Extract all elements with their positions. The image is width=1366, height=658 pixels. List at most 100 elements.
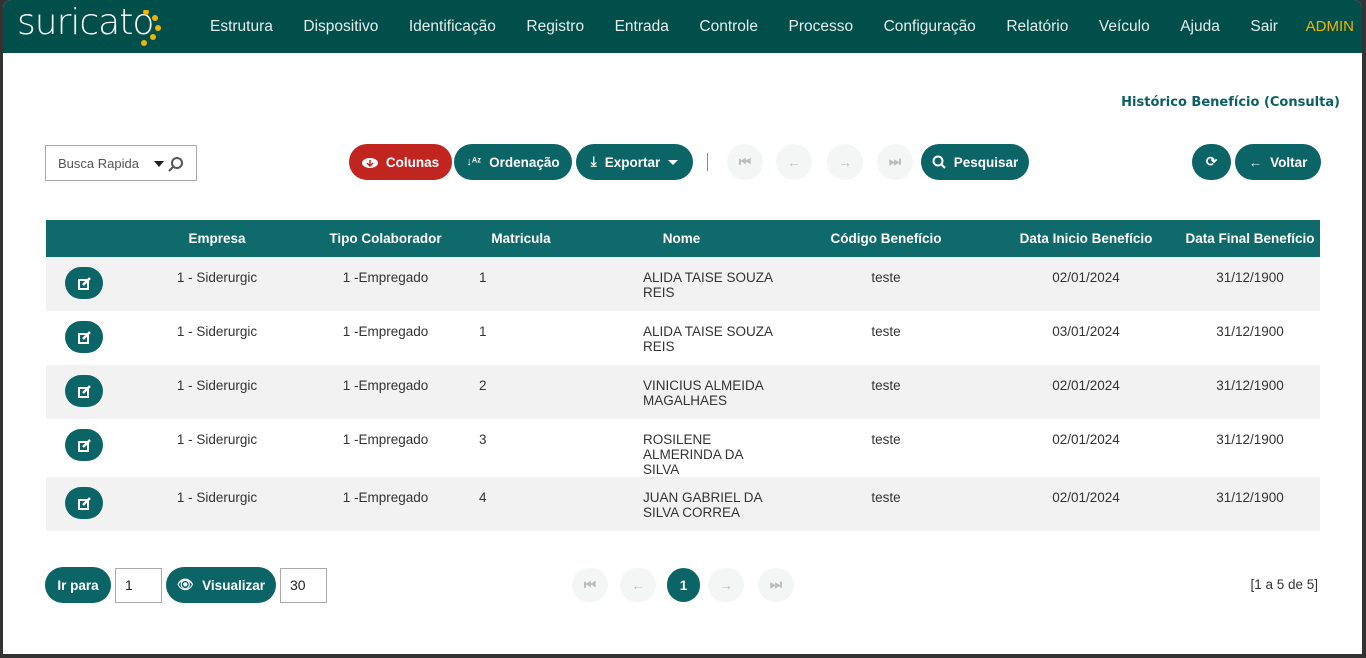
table-cell: 02/01/2024	[1052, 432, 1120, 447]
table-cell: teste	[780, 365, 992, 419]
arrow-left-icon: ←	[1248, 154, 1263, 170]
menu-item[interactable]: Dispositivo	[303, 17, 379, 35]
record-range: [1 a 5 de 5]	[1250, 577, 1318, 592]
menu-item[interactable]: Entrada	[614, 17, 669, 35]
column-header[interactable]: Matricula	[459, 220, 583, 257]
table-row: 1 - Siderurgic 1 -Empregado 2 VINICIUS ALME…	[46, 365, 1320, 419]
arrow-left-icon: ←	[631, 577, 645, 593]
table-cell: 02/01/2024	[992, 477, 1180, 531]
export-button[interactable]: ⤓ Exportar	[576, 144, 693, 180]
edit-button[interactable]	[65, 321, 103, 353]
go-to-page-button[interactable]: Ir para	[45, 567, 111, 603]
edit-button[interactable]	[65, 375, 103, 407]
edit-button[interactable]	[65, 487, 103, 519]
edit-button[interactable]	[65, 267, 103, 299]
table-cell: 4	[459, 477, 583, 531]
quick-search-input[interactable]: Busca Rapida	[45, 145, 197, 181]
page-size-input[interactable]: 30	[280, 568, 327, 603]
back-button[interactable]: ← Voltar	[1235, 144, 1321, 180]
table-cell: ROSILENE ALMERINDA DA SILVA	[643, 432, 743, 477]
table-cell: 31/12/1900	[1216, 432, 1284, 447]
next-page-button[interactable]: →	[708, 568, 744, 602]
column-header[interactable]: Código Benefício	[780, 220, 992, 257]
edit-button[interactable]	[65, 429, 103, 461]
edit-icon	[77, 330, 91, 344]
table-cell: teste	[780, 477, 992, 531]
menu-item[interactable]: Registro	[526, 17, 585, 35]
table-cell: 1 -Empregado	[312, 477, 459, 531]
page-1-button[interactable]: 1	[667, 568, 700, 602]
last-page-icon: ⏭	[888, 154, 902, 169]
column-header[interactable]: Data Inicio Benefício	[992, 220, 1180, 257]
table-cell: 1 - Siderurgic	[176, 324, 258, 339]
last-page-button[interactable]: ⏭	[758, 568, 794, 602]
edit-icon	[77, 384, 91, 398]
edit-icon	[77, 438, 91, 452]
table-cell: 1 - Siderurgic	[176, 432, 258, 447]
arrow-left-icon: ←	[787, 154, 801, 170]
menu-item[interactable]: Estrutura	[210, 17, 273, 35]
last-page-button[interactable]: ⏭	[877, 144, 913, 180]
first-page-button[interactable]: ⏮	[572, 568, 608, 602]
menu-item[interactable]: Relatório	[1006, 17, 1069, 35]
menu-item[interactable]: Ajuda	[1180, 17, 1220, 35]
table-cell: 02/01/2024	[992, 365, 1180, 419]
table-cell: 1 - Siderurgic	[122, 257, 312, 311]
refresh-button[interactable]: ⟳	[1192, 144, 1231, 180]
column-header[interactable]: Nome	[583, 220, 780, 257]
first-page-button[interactable]: ⏮	[727, 144, 763, 180]
table-cell: 1 -Empregado	[312, 257, 459, 311]
search-button[interactable]: Pesquisar	[921, 144, 1029, 180]
menu-item[interactable]: Veículo	[1098, 17, 1150, 35]
table-cell: teste	[780, 257, 992, 311]
table-cell: VINICIUS ALMEIDA MAGALHAES	[583, 365, 780, 419]
arrow-right-icon: →	[719, 577, 733, 593]
columns-button[interactable]: Colunas	[349, 144, 452, 180]
column-header[interactable]	[46, 220, 122, 257]
menu-item[interactable]: Sair	[1250, 17, 1278, 35]
eye-icon: 👁	[177, 577, 195, 592]
arrow-right-icon: →	[838, 154, 852, 170]
table-row: 1 - Siderurgic 1 -Empregado 1 ALIDA TAISE S…	[46, 257, 1320, 311]
top-navbar: suricato Estrutura Dispositivo Identificaç…	[3, 0, 1362, 53]
first-page-icon: ⏮	[583, 577, 597, 592]
main-menu: Estrutura Dispositivo Identificação Registr…	[210, 0, 1308, 53]
prev-page-button[interactable]: ←	[620, 568, 656, 602]
table-cell: 1 -Empregado	[342, 324, 429, 339]
table-cell: 31/12/1900	[1180, 257, 1320, 311]
view-button[interactable]: 👁 Visualizar	[166, 567, 276, 603]
menu-item[interactable]: Processo	[788, 17, 854, 35]
user-name[interactable]: ADMIN	[1305, 18, 1354, 35]
table-cell: 31/12/1900	[1180, 365, 1320, 419]
cloud-download-icon	[361, 158, 378, 168]
column-header[interactable]: Tipo Colaborador	[312, 220, 459, 257]
search-icon[interactable]	[168, 156, 184, 172]
table-cell: 1 -Empregado	[312, 365, 459, 419]
caret-down-icon	[668, 159, 679, 170]
menu-item[interactable]: Configuração	[883, 17, 976, 35]
table-cell: teste	[871, 324, 901, 339]
menu-item[interactable]: Identificação	[408, 17, 496, 35]
table-cell: 31/12/1900	[1180, 477, 1320, 531]
app-window: suricato Estrutura Dispositivo Identificaç…	[3, 0, 1362, 654]
edit-icon	[77, 276, 91, 290]
column-header[interactable]: Data Final Benefício	[1180, 220, 1320, 257]
table-cell: 1	[479, 324, 487, 339]
menu-item[interactable]: Controle	[699, 17, 758, 35]
table-cell: 1	[459, 257, 583, 311]
logo[interactable]: suricato	[17, 2, 161, 46]
table-cell: 1 -Empregado	[342, 432, 429, 447]
sort-button[interactable]: ↓ᴬᶻ Ordenação	[454, 144, 572, 180]
page-title: Histórico Benefício (Consulta)	[1121, 95, 1340, 110]
table-cell: ALIDA TAISE SOUZA REIS	[643, 324, 773, 354]
next-page-button[interactable]: →	[827, 144, 863, 180]
logo-dots-icon	[141, 10, 161, 46]
caret-down-icon[interactable]	[154, 161, 164, 172]
last-page-icon: ⏭	[769, 577, 783, 592]
go-to-page-input[interactable]: 1	[115, 568, 162, 603]
refresh-icon: ⟳	[1205, 154, 1218, 169]
edit-icon	[77, 496, 91, 510]
column-header[interactable]: Empresa	[122, 220, 312, 257]
table-row: 1 - Siderurgic 1 -Empregado 3 ROSILENE ALME…	[46, 419, 1320, 477]
prev-page-button[interactable]: ←	[776, 144, 812, 180]
